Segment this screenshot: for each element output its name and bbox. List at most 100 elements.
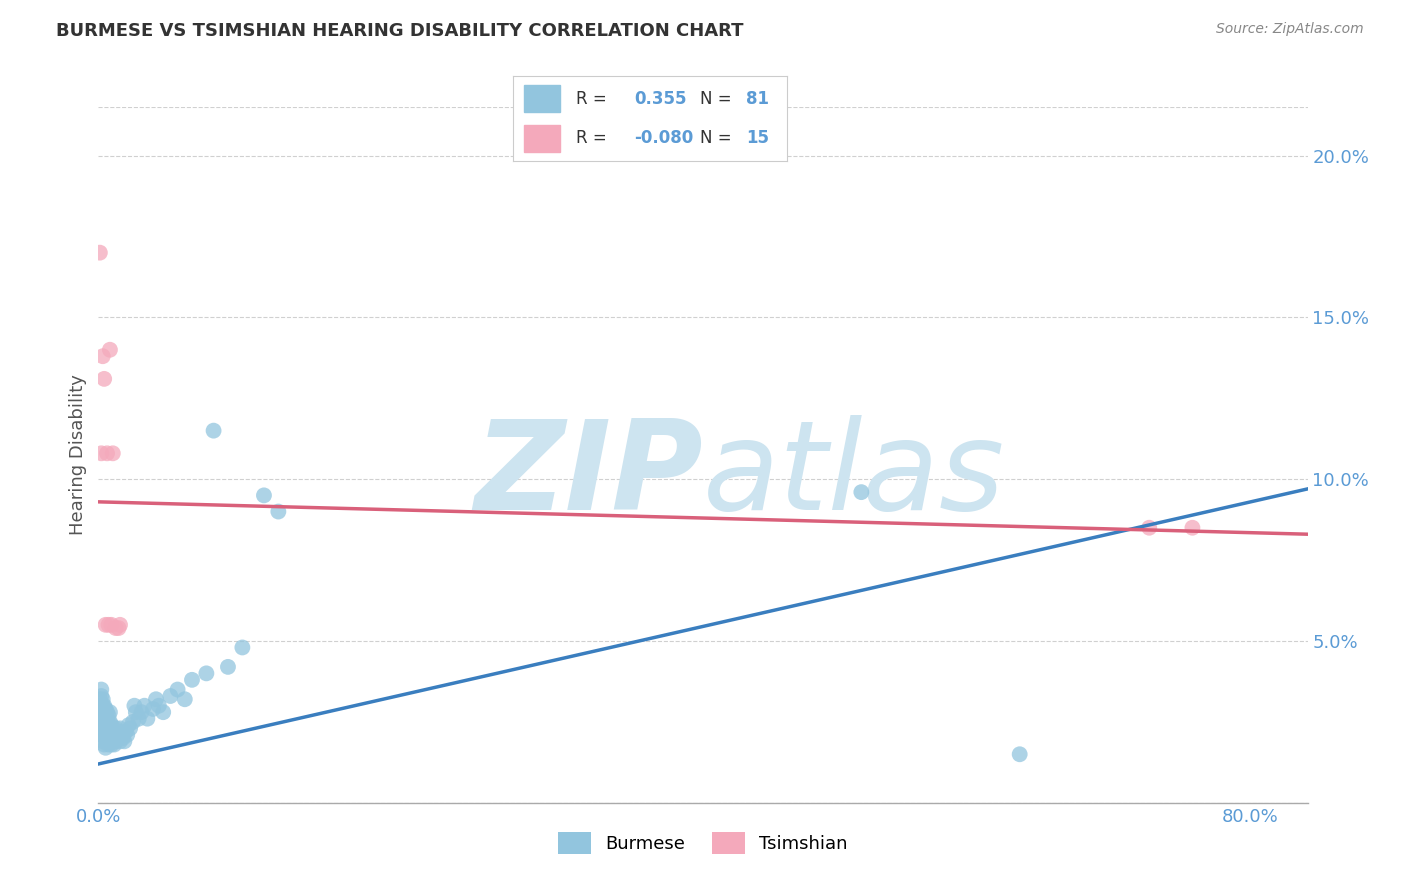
Point [96,446,118,460]
Point [93,698,115,713]
Point [159,689,181,703]
Point [91,718,114,732]
Point [98,343,121,357]
Point [97,708,120,723]
Point [125,705,148,719]
Point [94,722,117,736]
Point [98,714,121,729]
Point [217,660,239,674]
Y-axis label: Hearing Disability: Hearing Disability [69,375,87,535]
Point [97,718,120,732]
FancyBboxPatch shape [524,125,560,152]
Point [110,728,132,742]
Point [96,734,118,748]
Point [120,722,142,736]
Point [105,731,128,745]
Point [128,712,150,726]
Point [91,705,114,719]
Point [1008,747,1031,762]
Point [98,734,121,748]
Point [1137,521,1160,535]
Point [131,705,153,719]
Point [104,621,127,635]
Point [112,734,135,748]
Point [97,617,120,632]
Point [91,734,114,748]
Point [231,640,253,655]
Point [173,692,195,706]
Text: ZIP: ZIP [474,416,703,536]
Point [93,372,115,386]
Point [90,682,112,697]
FancyBboxPatch shape [524,85,560,112]
Point [91,724,114,739]
Point [101,724,124,739]
Text: Source: ZipAtlas.com: Source: ZipAtlas.com [1216,22,1364,37]
Point [142,702,165,716]
Point [107,621,129,635]
Point [118,718,141,732]
Point [96,705,118,719]
Point [148,698,170,713]
Text: R =: R = [576,128,607,146]
Point [94,740,117,755]
Point [253,488,276,502]
Point [851,485,873,500]
Point [100,728,122,742]
Point [104,722,127,736]
Point [94,712,117,726]
Point [114,724,136,739]
Point [90,705,112,719]
Point [96,724,118,739]
Point [111,731,134,745]
Point [136,712,159,726]
Text: N =: N = [700,90,731,108]
Point [107,724,129,739]
Point [89,692,111,706]
Text: R =: R = [576,90,607,108]
Point [100,738,122,752]
Point [101,446,124,460]
Point [96,714,118,729]
Point [89,698,111,713]
Point [108,722,131,736]
Text: N =: N = [700,128,731,146]
Point [122,714,145,729]
Text: -0.080: -0.080 [634,128,693,146]
Point [98,724,121,739]
Point [100,718,122,732]
Point [202,424,225,438]
Point [1181,521,1204,535]
Point [94,617,117,632]
Point [195,666,218,681]
Point [108,617,131,632]
Point [152,705,174,719]
Text: 15: 15 [747,128,769,146]
Point [108,734,131,748]
Point [90,698,112,713]
Point [90,728,112,742]
Point [89,245,111,260]
Point [93,728,115,742]
Point [91,698,114,713]
Point [145,692,167,706]
Text: BURMESE VS TSIMSHIAN HEARING DISABILITY CORRELATION CHART: BURMESE VS TSIMSHIAN HEARING DISABILITY … [56,22,744,40]
Point [181,673,204,687]
Point [100,617,122,632]
Text: 0.355: 0.355 [634,90,686,108]
Point [101,734,124,748]
Point [98,705,121,719]
Point [91,712,114,726]
Point [90,714,112,729]
Point [124,698,146,713]
Point [97,728,120,742]
Point [89,705,111,719]
Point [90,689,112,703]
Point [97,738,120,752]
Point [90,446,112,460]
Point [267,504,290,518]
Point [166,682,188,697]
Point [104,734,127,748]
Text: atlas: atlas [703,416,1005,536]
Point [103,724,125,739]
